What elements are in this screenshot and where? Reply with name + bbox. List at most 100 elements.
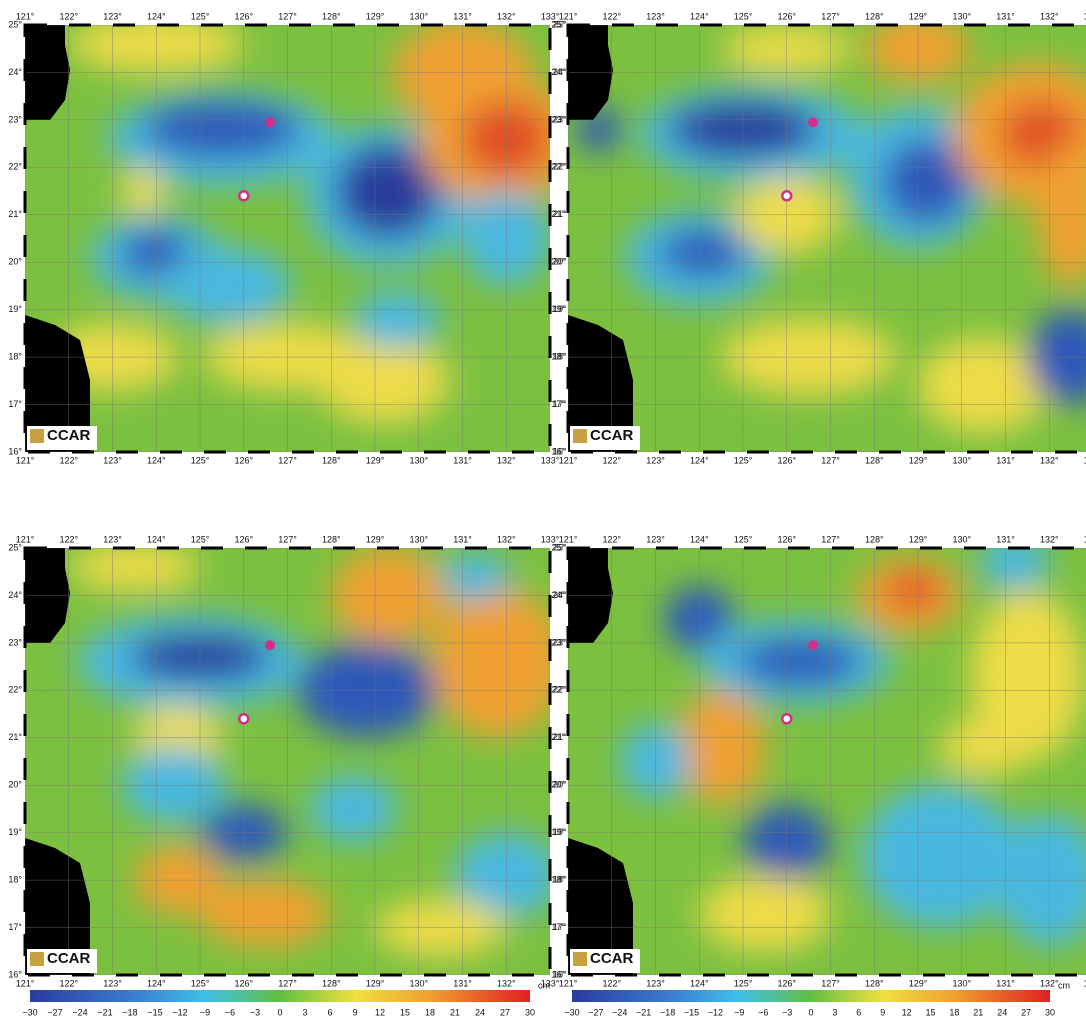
logo: CCAR — [590, 950, 633, 967]
lon-label: 131° — [996, 978, 1015, 988]
anomaly — [979, 548, 1050, 591]
anomaly — [970, 590, 1085, 762]
lon-label: 125° — [734, 978, 753, 988]
anomaly — [309, 775, 397, 843]
colorbar-unit: cm — [1058, 980, 1070, 990]
lon-label: 126° — [777, 534, 796, 544]
colorbar-tick: −12 — [172, 1007, 187, 1017]
land — [25, 548, 90, 975]
lat-label: 24° — [8, 67, 22, 77]
map-panel: CCAR 121° 121° 122° 122° 123° 123° 124° 124° 125°… — [551, 11, 1086, 465]
anomaly — [699, 875, 831, 952]
lon-label: 126° — [234, 534, 253, 544]
lon-label: 121° — [16, 11, 35, 21]
lon-label: 127° — [278, 978, 297, 988]
lon-label: 126° — [234, 455, 253, 465]
lon-label: 122° — [59, 11, 78, 21]
colorbar-tick: −18 — [122, 1007, 137, 1017]
lat-label: 16° — [8, 446, 22, 456]
lon-label: 132° — [497, 11, 516, 21]
lat-label: 20° — [553, 780, 567, 790]
lat-label: 18° — [553, 351, 567, 361]
lat-label: 22° — [553, 685, 567, 695]
station — [781, 190, 793, 202]
lat-label: 25° — [551, 19, 565, 29]
lon-label: 129° — [366, 534, 385, 544]
lat-label: 18° — [8, 874, 22, 884]
lat-label: 23° — [553, 114, 567, 124]
lon-label: 127° — [278, 455, 297, 465]
lat-label: 16° — [553, 969, 567, 979]
colorbar-tick: −24 — [612, 1007, 627, 1017]
lat-label: 25° — [8, 19, 22, 29]
anomaly — [431, 585, 550, 738]
lon-label: 124° — [690, 455, 709, 465]
lon-label: 121° — [559, 455, 578, 465]
lon-label: 125° — [191, 978, 210, 988]
lon-label: 124° — [690, 11, 709, 21]
colorbar-tick: 3 — [832, 1007, 837, 1017]
frame — [23, 546, 552, 977]
map-area: CCAR — [25, 25, 550, 452]
lon-label: 133° — [1084, 455, 1086, 465]
colorbar-tick: −12 — [708, 1007, 723, 1017]
lon-label: 122° — [59, 978, 78, 988]
map-area: CCAR — [568, 25, 1086, 452]
lat-label: 19° — [8, 304, 22, 314]
colorbar-tick: 27 — [1021, 1007, 1031, 1017]
lon-label: 126° — [777, 455, 796, 465]
lon-label: 128° — [322, 978, 341, 988]
colorbar-tick: 21 — [450, 1007, 460, 1017]
lon-label: 133° — [1084, 978, 1086, 988]
lat-label: 22° — [8, 685, 22, 695]
lon-label: 128° — [865, 534, 884, 544]
colorbar-unit: cm — [538, 980, 550, 990]
lon-label: 126° — [777, 11, 796, 21]
station — [265, 640, 275, 651]
lon-label: 121° — [16, 455, 35, 465]
colorbar-tick: 18 — [425, 1007, 435, 1017]
colorbar-tick: −3 — [250, 1007, 260, 1017]
map-area: CCAR — [568, 548, 1086, 975]
lon-label: 127° — [821, 978, 840, 988]
lon-label: 124° — [147, 978, 166, 988]
lat-label: 23° — [8, 637, 22, 647]
anomaly — [143, 100, 301, 158]
colorbar-tick: 30 — [525, 1007, 535, 1017]
lat-label: 22° — [8, 162, 22, 172]
colorbar-tick: −21 — [97, 1007, 112, 1017]
lon-label: 130° — [409, 455, 428, 465]
lon-label: 126° — [777, 978, 796, 988]
lon-label: 126° — [234, 978, 253, 988]
lat-label: 17° — [551, 399, 565, 409]
lon-label: 127° — [821, 455, 840, 465]
lon-label: 128° — [322, 534, 341, 544]
lat-label: 17° — [553, 922, 567, 932]
lon-label: 131° — [453, 455, 472, 465]
colorbar-tick: 12 — [902, 1007, 912, 1017]
lat-label: 24° — [551, 67, 565, 77]
lat-label: 24° — [8, 590, 22, 600]
lon-label: 125° — [191, 534, 210, 544]
lat-label: 20° — [551, 780, 565, 790]
lon-label: 126° — [234, 11, 253, 21]
lon-label: 129° — [366, 455, 385, 465]
station — [265, 117, 275, 128]
lon-label: 128° — [322, 455, 341, 465]
lat-label: 20° — [8, 780, 22, 790]
lon-label: 123° — [646, 978, 665, 988]
lat-label: 21° — [553, 732, 567, 742]
lat-label: 17° — [553, 399, 567, 409]
lon-label: 132° — [497, 978, 516, 988]
lat-label: 25° — [553, 19, 567, 29]
colorbar-tick: 30 — [1045, 1007, 1055, 1017]
lon-label: 121° — [559, 534, 578, 544]
lon-label: 122° — [59, 534, 78, 544]
land — [568, 25, 633, 452]
map-panel: CCAR 121° 121° 122° 122° 123° 123° 124° 124° 125°… — [551, 534, 1086, 988]
lat-label: 23° — [8, 114, 22, 124]
colorbar-tick: −15 — [684, 1007, 699, 1017]
colorbar-tick: 12 — [375, 1007, 385, 1017]
colorbar-tick: −9 — [734, 1007, 744, 1017]
lat-label: 23° — [553, 637, 567, 647]
